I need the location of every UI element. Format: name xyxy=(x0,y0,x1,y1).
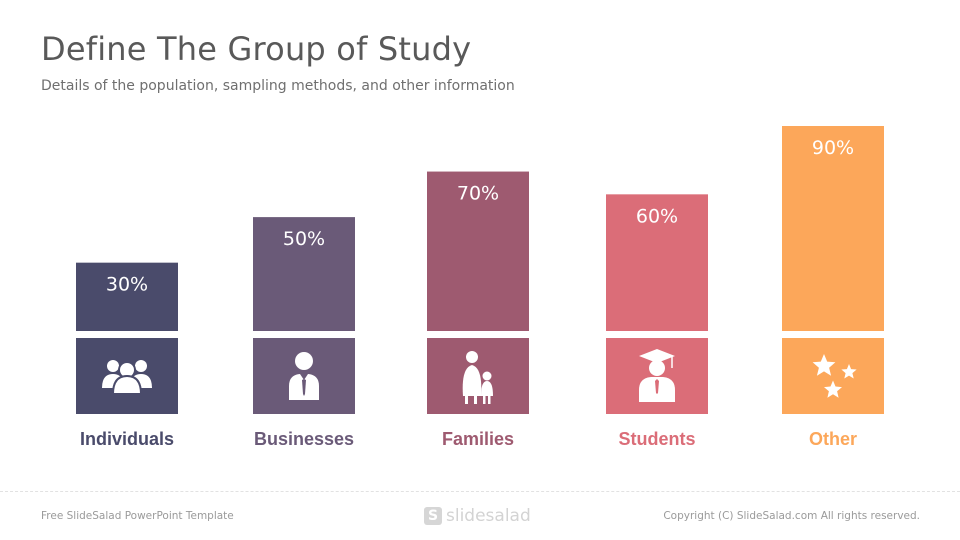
footer-logo-text: slidesalad xyxy=(446,506,531,526)
bar-businesses xyxy=(253,217,355,331)
data-label: 70% xyxy=(457,183,499,205)
footer-divider xyxy=(0,491,960,492)
people-group-icon xyxy=(102,360,152,395)
family-icon xyxy=(462,351,493,404)
bar-families xyxy=(427,171,529,331)
footer-logo: S slidesalad xyxy=(424,506,531,526)
slide-subtitle: Details of the population, sampling meth… xyxy=(41,78,515,94)
slide-title: Define The Group of Study xyxy=(41,30,472,68)
footer-left-text: Free SlideSalad PowerPoint Template xyxy=(41,510,234,522)
data-label: 60% xyxy=(636,205,678,227)
category-label: Businesses xyxy=(254,429,354,449)
bar-other xyxy=(782,126,884,331)
slidesalad-logo-icon: S xyxy=(424,507,442,525)
data-label: 30% xyxy=(106,274,148,296)
category-label: Individuals xyxy=(80,429,174,449)
graduate-icon xyxy=(639,349,675,402)
bar-individuals xyxy=(76,262,178,331)
bar-students xyxy=(606,194,708,331)
category-label: Families xyxy=(442,429,514,449)
data-label: 50% xyxy=(283,228,325,250)
businessman-icon xyxy=(289,352,319,400)
category-label: Other xyxy=(809,429,857,449)
stars-icon xyxy=(812,354,857,398)
category-label: Students xyxy=(618,429,695,449)
footer-copyright: Copyright (C) SlideSalad.com All rights … xyxy=(663,510,920,522)
icon-tile xyxy=(782,338,884,414)
data-label: 90% xyxy=(812,137,854,159)
